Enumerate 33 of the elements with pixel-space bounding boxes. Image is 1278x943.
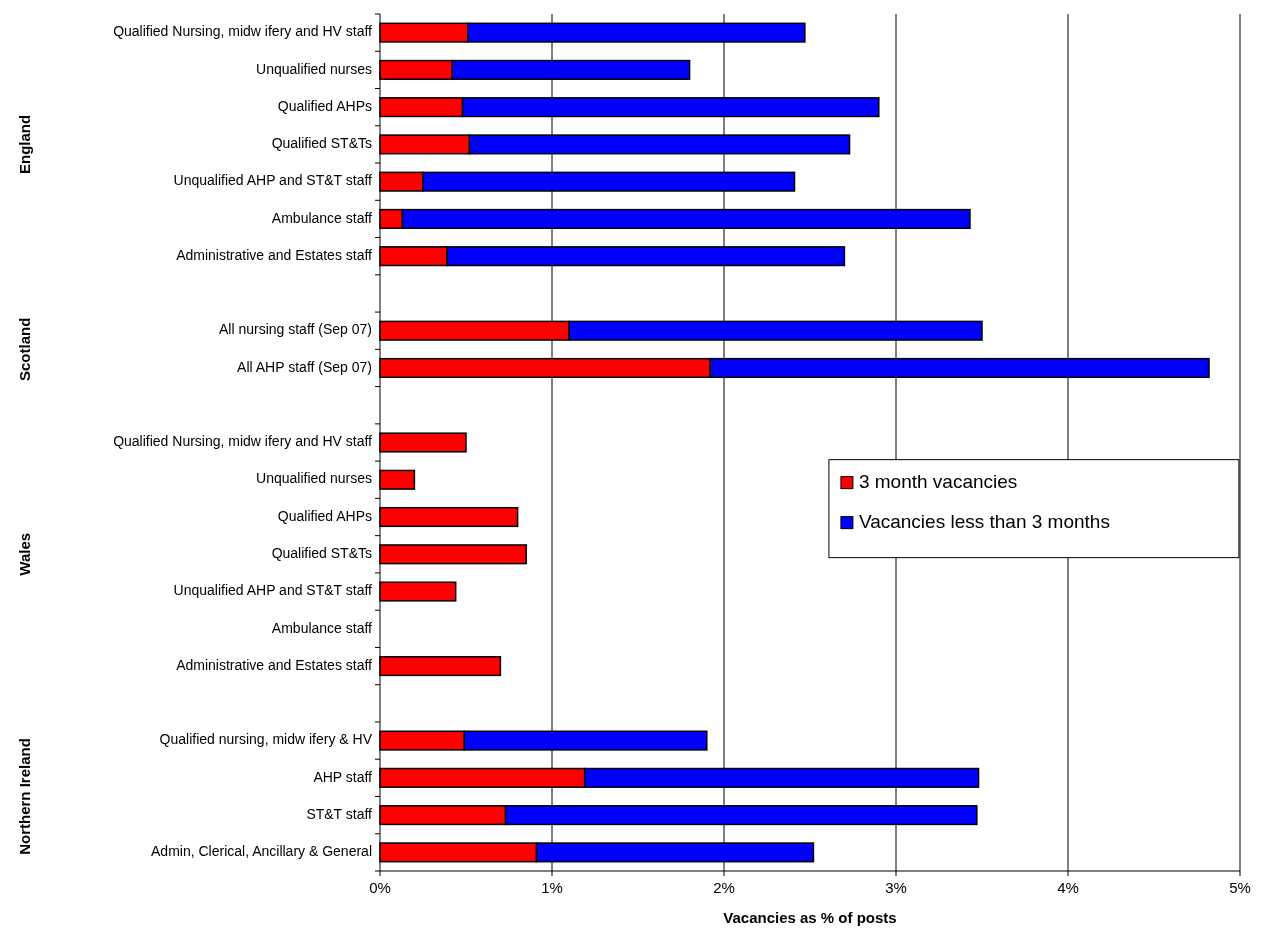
x-tick-label: 1% <box>541 879 563 896</box>
x-tick-label: 0% <box>369 879 391 896</box>
y-tick-label: Unqualified nurses <box>256 470 372 487</box>
legend-label: Vacancies less than 3 months <box>858 510 1110 532</box>
y-tick-label: Unqualified AHP and ST&T staff <box>173 582 373 599</box>
y-tick-label: Qualified ST&Ts <box>271 135 372 152</box>
y-tick-label: Qualified Nursing, midw ifery and HV staff <box>113 433 373 450</box>
y-tick-label: ST&T staff <box>306 805 373 822</box>
y-tick-label: Unqualified AHP and ST&T staff <box>173 172 373 189</box>
y-tick-label: Qualified nursing, midw ifery & HV <box>159 731 373 748</box>
x-tick-label: 2% <box>713 879 735 896</box>
y-tick-label: Admin, Clerical, Ancillary & General <box>151 843 372 860</box>
y-tick-label: AHP staff <box>313 768 373 785</box>
y-tick-label: All AHP staff (Sep 07) <box>237 358 372 375</box>
text: Northern Ireland <box>16 738 33 855</box>
x-axis-title: Vacancies as % of posts <box>723 909 897 926</box>
y-tick-label: Ambulance staff <box>271 619 373 636</box>
y-tick-label: Qualified ST&Ts <box>271 544 372 561</box>
text: Wales <box>16 532 33 576</box>
y-tick-label: Unqualified nurses <box>256 60 372 77</box>
legend-label: 3 month vacancies <box>858 470 1018 492</box>
y-tick-label: Administrative and Estates staff <box>176 246 373 263</box>
y-tick-label: Ambulance staff <box>271 209 373 226</box>
x-tick-label: 3% <box>885 879 907 896</box>
y-tick-label: Qualified Nursing, midw ifery and HV staff <box>113 23 373 40</box>
y-tick-label: Administrative and Estates staff <box>176 656 373 673</box>
x-tick-label: 4% <box>1057 879 1079 896</box>
y-tick-label: Qualified AHPs <box>277 97 372 114</box>
text: England <box>16 114 33 174</box>
y-tick-label: Qualified AHPs <box>277 507 372 524</box>
y-tick-label: All nursing staff (Sep 07) <box>218 321 372 338</box>
text: Scotland <box>16 317 33 382</box>
x-tick-label: 5% <box>1229 879 1251 896</box>
